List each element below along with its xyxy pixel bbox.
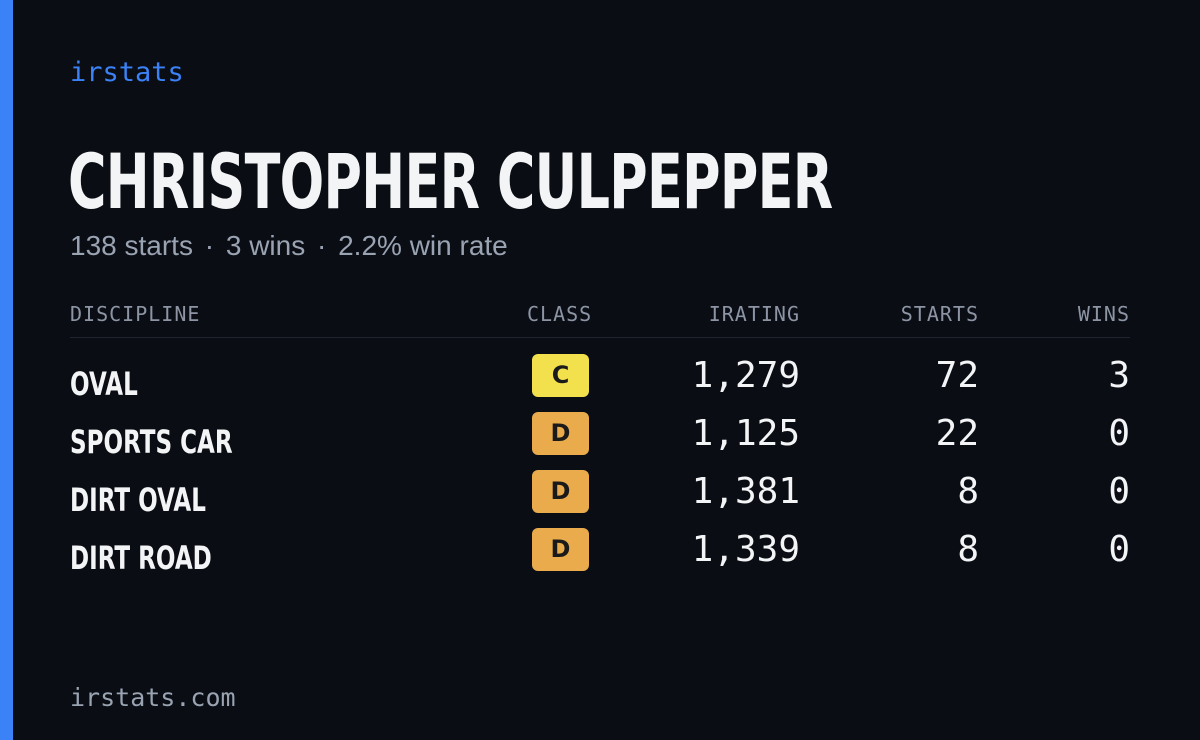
header-class: CLASS [527, 302, 593, 326]
starts-value: 72 [935, 355, 979, 396]
class-badge: D [532, 470, 589, 513]
discipline-label: DIRT OVAL [70, 481, 206, 519]
header-wins: WINS [1077, 302, 1130, 326]
discipline-label: DIRT ROAD [70, 539, 212, 577]
wins-value: 3 [1108, 355, 1130, 396]
player-name: CHRISTOPHER CULPEPPER [68, 137, 833, 226]
starts-summary: 138 starts [70, 230, 193, 261]
wins-value: 0 [1108, 413, 1130, 454]
starts-value: 8 [957, 471, 979, 512]
starts-value: 22 [935, 413, 979, 454]
irating-value: 1,339 [691, 529, 800, 570]
wins-value: 0 [1108, 471, 1130, 512]
irating-value: 1,381 [691, 471, 800, 512]
discipline-label: OVAL [70, 365, 138, 403]
header-starts: STARTS [900, 302, 979, 326]
accent-bar [0, 0, 13, 740]
player-summary: 138 starts · 3 wins · 2.2% win rate [70, 229, 508, 263]
summary-separator: · [317, 230, 327, 261]
win-rate-summary: 2.2% win rate [338, 230, 508, 261]
footer-url: irstats.com [70, 683, 236, 712]
wins-summary: 3 wins [225, 230, 306, 261]
brand-logo: irstats [70, 57, 184, 88]
table-row: DIRT OVAL D 1,381 8 0 [0, 470, 1200, 528]
irating-value: 1,125 [691, 413, 800, 454]
table-row: SPORTS CAR D 1,125 22 0 [0, 412, 1200, 470]
table-divider [70, 337, 1130, 338]
wins-value: 0 [1108, 529, 1130, 570]
header-discipline: DISCIPLINE [70, 302, 201, 326]
class-badge: D [532, 412, 589, 455]
starts-value: 8 [957, 529, 979, 570]
class-badge: C [532, 354, 589, 397]
table-row: OVAL C 1,279 72 3 [0, 354, 1200, 412]
header-irating: IRATING [708, 302, 800, 326]
summary-separator: · [204, 230, 215, 261]
discipline-label: SPORTS CAR [70, 423, 233, 461]
class-badge: D [532, 528, 589, 571]
irating-value: 1,279 [691, 355, 800, 396]
table-row: DIRT ROAD D 1,339 8 0 [0, 528, 1200, 586]
